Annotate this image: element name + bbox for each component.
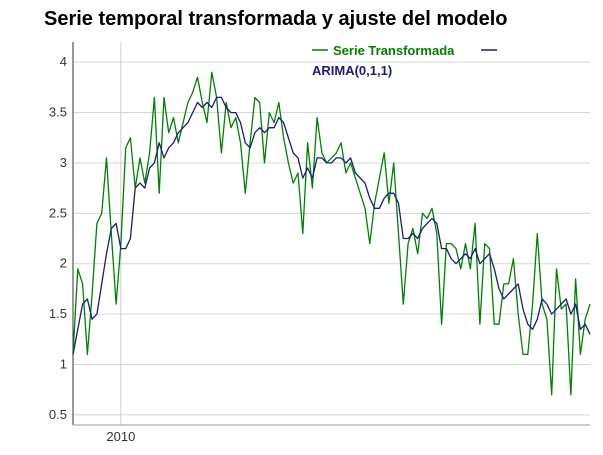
legend-label-arima: ARIMA(0,1,1) xyxy=(312,63,392,78)
y-tick-label: 3 xyxy=(60,155,67,170)
series-line-arima xyxy=(72,96,591,355)
y-axis-ticks: 0.5 1 1.5 2 2.5 3 3.5 4 xyxy=(49,54,67,422)
legend-label-transformada: Serie Transformada xyxy=(333,43,455,58)
plot-frame xyxy=(72,42,590,426)
legend: Serie Transformada ARIMA(0,1,1) xyxy=(312,43,497,78)
x-axis-ticks: 2010 xyxy=(106,429,135,444)
y-tick-label: 3.5 xyxy=(49,105,67,120)
y-tick-label: 0.5 xyxy=(49,407,67,422)
gridlines xyxy=(73,42,590,425)
y-tick-label: 2 xyxy=(60,256,67,271)
series-line-transformada xyxy=(72,71,591,396)
chart-title: Serie temporal transformada y ajuste del… xyxy=(44,8,508,30)
y-tick-label: 4 xyxy=(60,54,67,69)
y-tick-label: 1.5 xyxy=(49,306,67,321)
y-tick-label: 2.5 xyxy=(49,205,67,220)
y-tick-label: 1 xyxy=(60,357,67,372)
series-layer xyxy=(72,71,591,396)
x-tick-label: 2010 xyxy=(106,429,135,444)
